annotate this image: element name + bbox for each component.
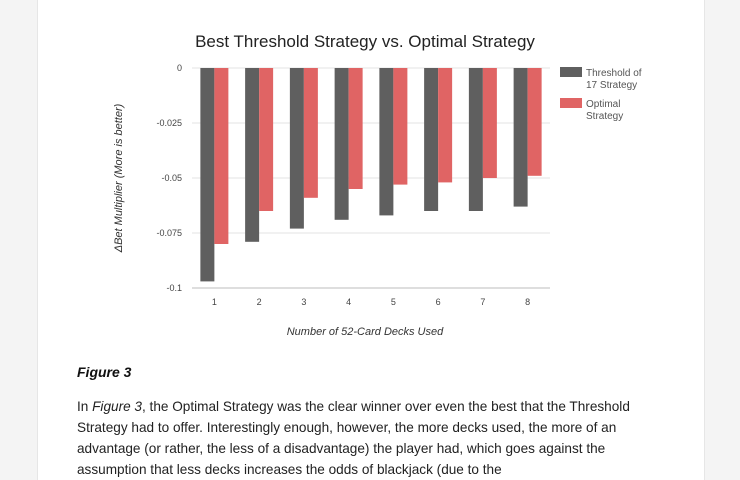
threshold-bar-8 bbox=[513, 68, 528, 207]
x-axis-label: Number of 52-Card Decks Used bbox=[287, 326, 444, 338]
threshold-bar-7 bbox=[468, 68, 483, 211]
y-tick-label: 0 bbox=[177, 63, 182, 73]
bars bbox=[200, 68, 542, 282]
figure-caption: Figure 3 bbox=[77, 364, 132, 380]
y-axis-ticks: 0 -0.025 -0.05 -0.075 -0.1 bbox=[156, 63, 182, 293]
optimal-bar-5 bbox=[393, 68, 408, 185]
legend-swatch bbox=[560, 67, 582, 77]
x-tick-label: 3 bbox=[301, 297, 306, 307]
legend-label: Threshold of bbox=[586, 68, 642, 79]
article-paragraph: In Figure 3, the Optimal Strategy was th… bbox=[77, 396, 677, 480]
y-tick-label: -0.075 bbox=[156, 228, 182, 238]
legend-swatch bbox=[560, 98, 582, 108]
x-tick-label: 6 bbox=[436, 297, 441, 307]
y-tick-label: -0.1 bbox=[166, 283, 182, 293]
x-tick-label: 2 bbox=[257, 297, 262, 307]
bar-chart: Best Threshold Strategy vs. Optimal Stra… bbox=[113, 32, 642, 338]
optimal-bar-3 bbox=[303, 68, 318, 198]
x-tick-label: 1 bbox=[212, 297, 217, 307]
threshold-bar-2 bbox=[245, 68, 260, 242]
article-card: Best Threshold Strategy vs. Optimal Stra… bbox=[37, 0, 705, 480]
y-axis-label: ΔBet Multiplier (More is better) bbox=[113, 103, 125, 253]
threshold-bar-3 bbox=[289, 68, 304, 229]
legend-label: Optimal bbox=[586, 99, 620, 110]
legend-label: Strategy bbox=[586, 111, 623, 122]
x-axis-ticks: 1 2 3 4 5 6 7 8 bbox=[212, 297, 530, 307]
optimal-bar-8 bbox=[527, 68, 542, 176]
threshold-bar-1 bbox=[200, 68, 215, 282]
legend-label: 17 Strategy bbox=[586, 80, 637, 91]
x-tick-label: 8 bbox=[525, 297, 530, 307]
optimal-bar-7 bbox=[482, 68, 497, 178]
paragraph-text-rest: , the Optimal Strategy was the clear win… bbox=[77, 399, 630, 477]
optimal-bar-4 bbox=[348, 68, 363, 189]
x-tick-label: 4 bbox=[346, 297, 351, 307]
y-tick-label: -0.05 bbox=[161, 173, 182, 183]
threshold-bar-6 bbox=[424, 68, 439, 211]
paragraph-text-start: In bbox=[77, 399, 93, 414]
optimal-bar-2 bbox=[259, 68, 274, 211]
y-tick-label: -0.025 bbox=[156, 118, 182, 128]
optimal-bar-1 bbox=[214, 68, 229, 244]
x-tick-label: 5 bbox=[391, 297, 396, 307]
threshold-bar-4 bbox=[334, 68, 349, 220]
x-tick-label: 7 bbox=[480, 297, 485, 307]
chart-title: Best Threshold Strategy vs. Optimal Stra… bbox=[195, 32, 535, 51]
optimal-bar-6 bbox=[438, 68, 453, 183]
threshold-bar-5 bbox=[379, 68, 394, 216]
figure-reference: Figure 3 bbox=[92, 399, 142, 414]
